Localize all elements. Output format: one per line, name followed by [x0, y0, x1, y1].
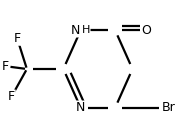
Text: F: F	[14, 32, 21, 45]
Text: Br: Br	[162, 101, 176, 114]
Text: N: N	[76, 101, 85, 114]
Text: F: F	[2, 60, 9, 73]
Text: H: H	[82, 25, 90, 35]
Text: F: F	[8, 90, 15, 103]
Text: O: O	[141, 24, 151, 37]
Text: N: N	[70, 24, 80, 37]
